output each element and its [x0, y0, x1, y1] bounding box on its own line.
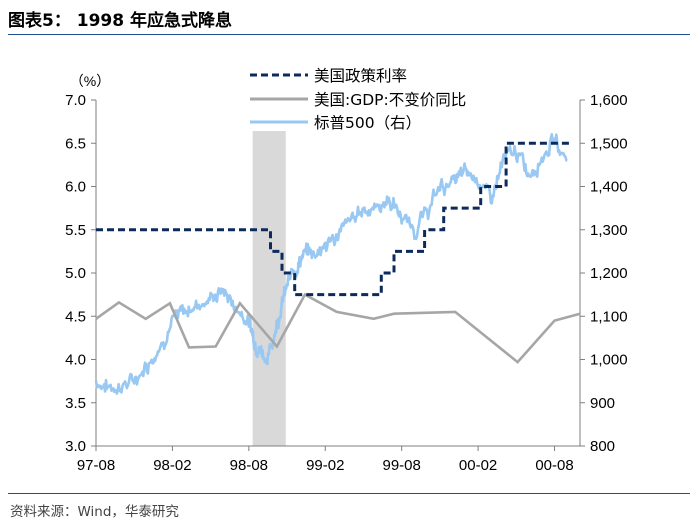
y-left-tick-label: 4.5 — [65, 308, 86, 325]
series-policy-rate-line — [96, 141, 572, 297]
y-right-tick-label: 1,300 — [590, 222, 628, 239]
y-right-tick-label: 1,100 — [590, 308, 628, 325]
series-sp500-line — [94, 133, 568, 395]
x-tick-label: 99-08 — [382, 457, 420, 474]
legend-label: 美国:GDP:不变价同比 — [314, 91, 466, 109]
series-gdp-line — [95, 292, 581, 364]
y-right-tick-label: 1,600 — [590, 92, 628, 109]
x-tick-label: 97-08 — [77, 457, 115, 474]
y-left-tick-label: 6.5 — [65, 135, 86, 152]
y-right-tick-label: 1,200 — [590, 265, 628, 282]
y-left-tick-label: 6.0 — [65, 179, 86, 196]
y-right-tick-label: 800 — [590, 438, 615, 455]
y-right-tick-label: 1,500 — [590, 135, 628, 152]
x-tick-label: 98-08 — [230, 457, 268, 474]
legend-label: 美国政策利率 — [314, 67, 407, 85]
x-tick-label: 98-02 — [153, 457, 191, 474]
left-unit-label: （%） — [70, 73, 110, 89]
source-divider — [8, 493, 690, 494]
y-left-tick-label: 3.5 — [65, 395, 86, 412]
y-left-tick-label: 4.0 — [65, 352, 86, 369]
y-left-tick-label: 5.0 — [65, 265, 86, 282]
source-note: 资料来源：Wind，华泰研究 — [10, 504, 179, 520]
x-tick-label: 00-08 — [535, 457, 573, 474]
shaded-region — [252, 131, 286, 446]
x-tick-label: 00-02 — [459, 457, 497, 474]
y-left-tick-label: 5.5 — [65, 222, 86, 239]
x-tick-label: 99-02 — [306, 457, 344, 474]
y-right-tick-label: 1,000 — [590, 352, 628, 369]
y-left-tick-label: 3.0 — [65, 438, 86, 455]
y-left-tick-label: 7.0 — [65, 92, 86, 109]
title-divider — [8, 34, 690, 35]
chart-title: 图表5： 1998 年应急式降息 — [8, 11, 232, 31]
legend-label: 标普500（右） — [314, 114, 421, 132]
y-right-tick-label: 1,400 — [590, 179, 628, 196]
y-right-tick-label: 900 — [590, 395, 615, 412]
